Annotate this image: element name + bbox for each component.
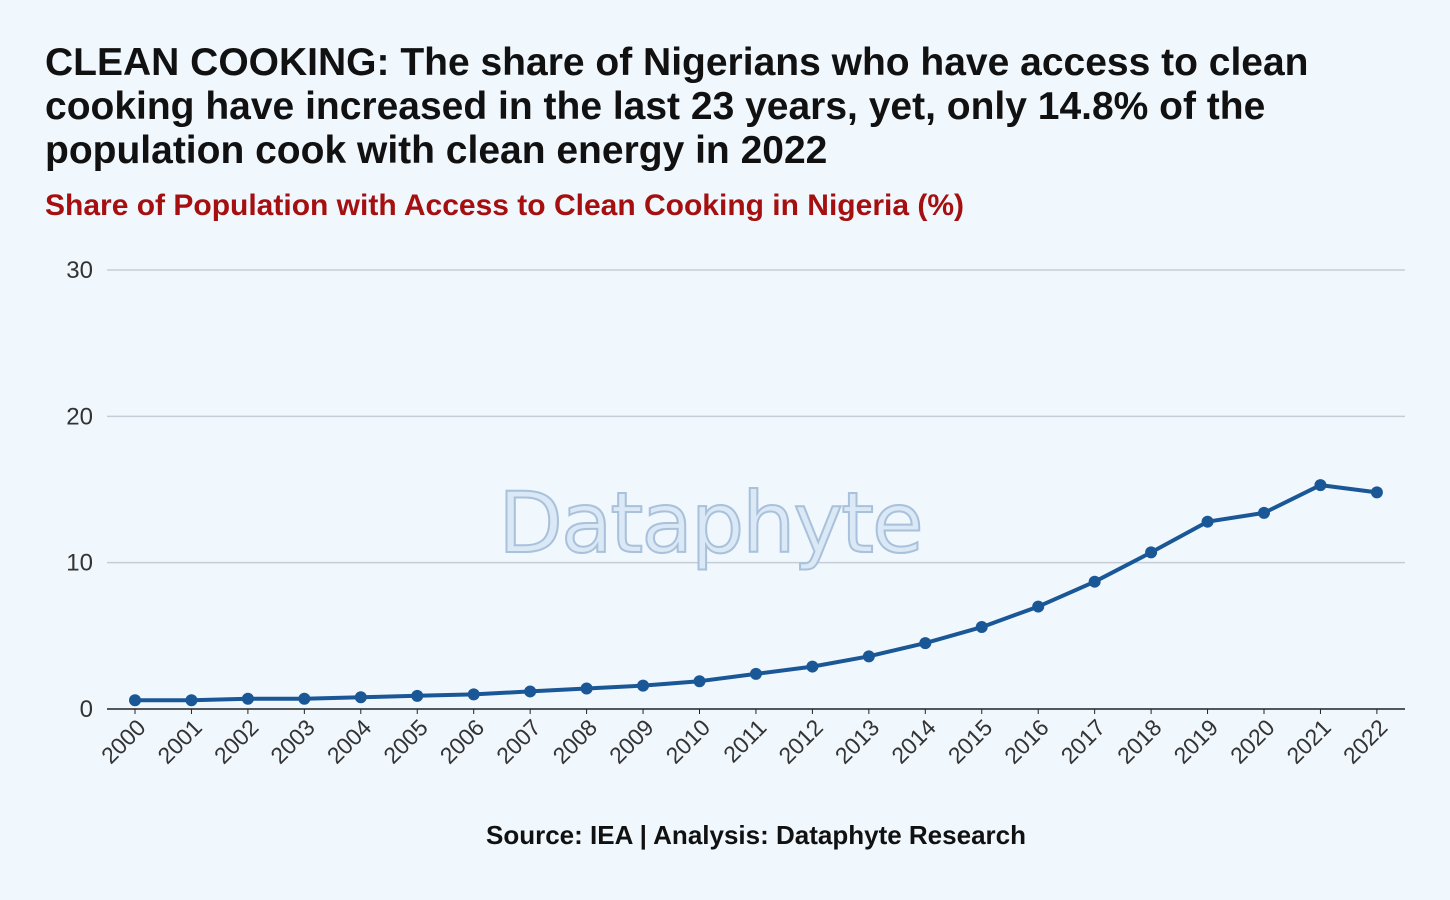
x-tick-label-2004: 2004 [322, 714, 377, 769]
x-tick-label-2005: 2005 [378, 714, 433, 769]
data-point-2018 [1145, 546, 1158, 559]
data-point-2010 [693, 675, 706, 688]
data-point-2008 [580, 682, 593, 695]
data-point-2022 [1370, 486, 1383, 499]
data-point-2001 [185, 694, 198, 707]
chart-title: CLEAN COOKING: The share of Nigerians wh… [45, 41, 1309, 172]
data-point-2007 [524, 685, 537, 698]
data-point-2021 [1314, 479, 1327, 492]
data-point-2002 [241, 692, 254, 705]
x-tick-label-2021: 2021 [1281, 714, 1336, 769]
x-tick-label-2008: 2008 [548, 714, 603, 769]
data-point-2014 [919, 637, 932, 650]
x-tick-label-2017: 2017 [1056, 714, 1111, 769]
data-point-2016 [1032, 600, 1045, 613]
data-point-2019 [1201, 515, 1214, 528]
x-tick-label-2013: 2013 [830, 714, 885, 769]
data-point-2013 [862, 650, 875, 663]
source-note: Source: IEA | Analysis: Dataphyte Resear… [486, 820, 1026, 850]
data-point-2011 [749, 667, 762, 680]
y-tick-labels: 0 10 20 30 [66, 257, 93, 723]
x-tick-label-2019: 2019 [1169, 714, 1224, 769]
data-point-2006 [467, 688, 480, 701]
data-point-2000 [129, 694, 141, 707]
data-point-2004 [354, 691, 367, 704]
x-tick-label-2002: 2002 [209, 714, 264, 769]
y-tick-label-10: 10 [66, 550, 93, 577]
y-tick-label-0: 0 [80, 696, 93, 723]
data-point-2003 [298, 692, 311, 705]
data-point-2009 [637, 679, 650, 692]
x-tick-label-2011: 2011 [718, 714, 771, 767]
y-tick-label-30: 30 [66, 257, 93, 284]
data-point-2015 [975, 621, 988, 634]
gridlines [107, 269, 1405, 564]
data-point-2020 [1258, 506, 1270, 519]
x-tick-label-2001: 2001 [152, 714, 207, 769]
x-tick-label-2006: 2006 [435, 714, 490, 769]
series-layer [129, 479, 1383, 707]
x-tick-label-2009: 2009 [604, 714, 659, 769]
x-tick-label-2016: 2016 [999, 714, 1054, 769]
data-point-2005 [411, 689, 424, 702]
axes [107, 708, 1405, 714]
x-tick-label-2010: 2010 [660, 714, 715, 769]
x-tick-label-2003: 2003 [265, 714, 320, 769]
watermark-logo: Dataphyte [498, 474, 921, 572]
x-tick-label-2018: 2018 [1112, 714, 1167, 769]
y-tick-label-20: 20 [66, 403, 93, 430]
data-point-2012 [806, 660, 819, 673]
data-point-2017 [1088, 575, 1101, 588]
x-tick-label-2020: 2020 [1225, 714, 1280, 769]
x-tick-labels: 2000 2001 2002 2003 2004 2005 2006 2007 2008 2009… [96, 714, 1392, 769]
chart-subtitle: Share of Population with Access to Clean… [45, 189, 964, 222]
x-tick-label-2015: 2015 [943, 714, 998, 769]
x-tick-label-2014: 2014 [886, 714, 941, 769]
x-tick-label-2000: 2000 [96, 714, 151, 769]
x-tick-label-2022: 2022 [1338, 714, 1393, 769]
x-tick-label-2012: 2012 [773, 714, 828, 769]
x-tick-label-2007: 2007 [491, 714, 546, 769]
